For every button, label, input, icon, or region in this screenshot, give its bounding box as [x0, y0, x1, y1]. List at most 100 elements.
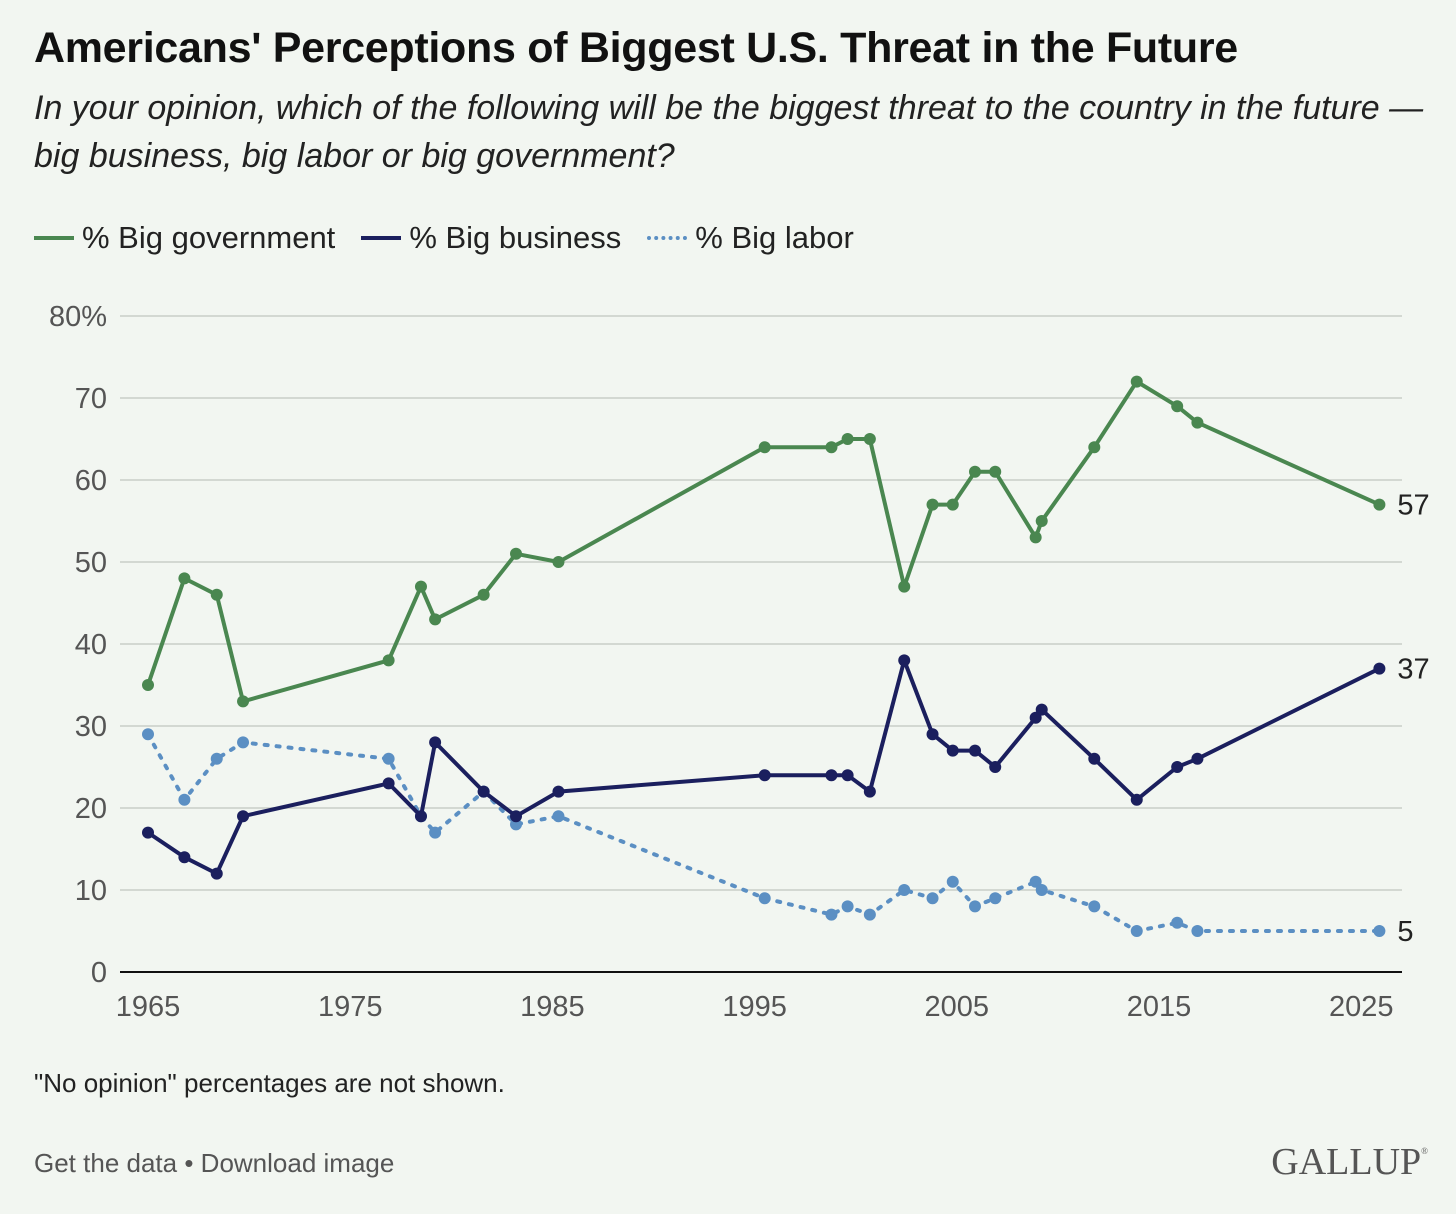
- data-point: [210, 588, 223, 601]
- data-point: [1088, 441, 1101, 454]
- gallup-logo: GALLUP®: [1271, 1141, 1428, 1183]
- data-point: [989, 465, 1002, 478]
- data-point: [1035, 884, 1048, 896]
- footer: Get the data • Download image: [34, 1148, 394, 1179]
- data-point: [863, 908, 876, 921]
- chart-note: "No opinion" percentages are not shown.: [34, 1068, 505, 1098]
- y-tick-label: 30: [75, 711, 107, 743]
- data-point: [989, 761, 1002, 773]
- data-point: [1029, 875, 1042, 888]
- y-tick-label: 60: [75, 465, 107, 497]
- download-image-link[interactable]: Download image: [200, 1148, 395, 1178]
- chart-title: Americans' Perceptions of Biggest U.S. T…: [34, 24, 1238, 72]
- data-point: [510, 547, 523, 560]
- end-label: 57: [1397, 490, 1429, 522]
- legend-label: % Big government: [82, 220, 336, 255]
- data-point: [477, 588, 490, 601]
- x-tick-label: 2015: [1127, 991, 1192, 1023]
- get-data-link[interactable]: Get the data: [34, 1148, 178, 1178]
- data-point: [1035, 703, 1048, 716]
- y-tick-label: 80%: [49, 301, 107, 333]
- line-chart: 0 10 20 30 40 50 60 70 80% 1965 1975 1985 1995 2005 20…: [49, 301, 1430, 1023]
- data-point: [1171, 916, 1184, 929]
- data-point: [142, 826, 154, 839]
- data-point: [1130, 925, 1143, 937]
- data-point: [1130, 793, 1143, 806]
- x-tick-label: 1985: [520, 991, 585, 1023]
- data-point: [552, 785, 565, 798]
- data-point: [1191, 925, 1204, 937]
- data-point: [210, 867, 223, 880]
- legend-label: % Big labor: [695, 220, 854, 255]
- data-point: [946, 744, 959, 757]
- data-point: [758, 441, 771, 454]
- data-point: [382, 777, 395, 790]
- data-point: [825, 908, 838, 921]
- data-point: [841, 433, 854, 445]
- data-point: [1373, 925, 1386, 937]
- data-point: [1191, 416, 1204, 429]
- data-point: [1088, 900, 1101, 913]
- x-tick-label: 1965: [116, 991, 181, 1023]
- series-line: [146, 379, 1381, 704]
- legend-swatch: [361, 236, 402, 240]
- legend-swatch: [34, 236, 74, 240]
- data-point: [1373, 498, 1386, 511]
- series-line: [146, 658, 1381, 876]
- data-point: [1029, 711, 1042, 724]
- data-point: [237, 810, 250, 823]
- data-point: [142, 679, 154, 691]
- data-point: [926, 728, 939, 741]
- data-point: [1171, 400, 1184, 413]
- y-tick-label: 40: [75, 629, 107, 661]
- data-point: [429, 613, 442, 626]
- data-point: [1035, 515, 1048, 527]
- legend-item: % Big government: [34, 220, 335, 256]
- series-big-labor: 5: [142, 728, 1414, 948]
- data-point: [237, 736, 250, 749]
- data-point: [1029, 531, 1042, 544]
- data-point: [382, 654, 395, 667]
- data-point: [946, 875, 959, 888]
- data-point: [989, 892, 1002, 905]
- data-point: [898, 580, 911, 593]
- data-point: [825, 441, 838, 454]
- data-point: [1191, 752, 1204, 765]
- data-point: [968, 900, 981, 913]
- data-point: [510, 818, 523, 831]
- data-point: [758, 769, 771, 782]
- end-label: 37: [1397, 654, 1429, 686]
- logo-text: GALLUP: [1271, 1141, 1422, 1183]
- data-point: [552, 810, 565, 823]
- series-big-business: 37: [142, 654, 1430, 880]
- y-tick-label: 50: [75, 547, 107, 579]
- end-label: 5: [1397, 916, 1413, 948]
- data-point: [863, 433, 876, 445]
- data-point: [898, 884, 911, 896]
- data-point: [178, 851, 191, 864]
- y-tick-label: 20: [75, 793, 107, 825]
- data-point: [1171, 761, 1184, 773]
- series-big-government: 57: [142, 375, 1430, 708]
- data-point: [237, 695, 250, 708]
- x-tick-label: 2025: [1329, 991, 1394, 1023]
- series-line: [146, 732, 1382, 933]
- data-point: [178, 793, 191, 806]
- legend-item: % Big labor: [647, 220, 854, 256]
- y-tick-label: 10: [75, 875, 107, 907]
- legend-swatch: [647, 236, 688, 240]
- chart-subtitle: In your opinion, which of the following …: [34, 89, 1424, 175]
- legend-label: % Big business: [409, 220, 622, 255]
- data-point: [926, 892, 939, 905]
- data-point: [142, 728, 154, 741]
- data-point: [758, 892, 771, 905]
- data-point: [898, 654, 911, 667]
- data-point: [510, 810, 523, 823]
- legend-item: % Big business: [361, 220, 621, 256]
- data-point: [968, 744, 981, 757]
- footer-separator: •: [177, 1148, 201, 1178]
- data-point: [1373, 662, 1386, 675]
- x-tick-label: 1975: [318, 991, 383, 1023]
- data-point: [863, 785, 876, 798]
- data-point: [477, 785, 490, 798]
